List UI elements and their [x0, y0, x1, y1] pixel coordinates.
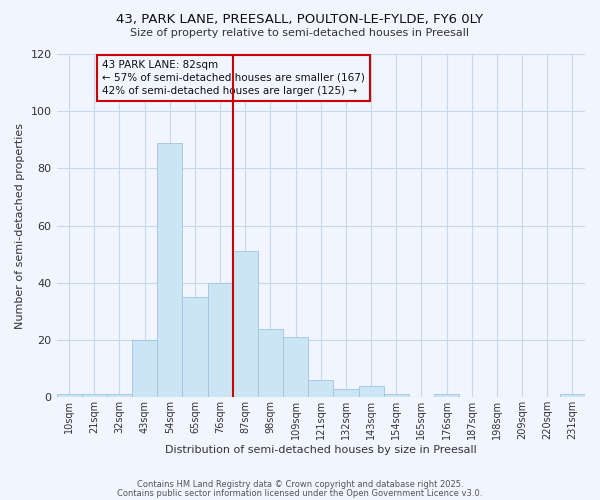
Bar — [82, 394, 107, 398]
Bar — [283, 337, 308, 398]
Bar — [157, 142, 182, 398]
Text: 43, PARK LANE, PREESALL, POULTON-LE-FYLDE, FY6 0LY: 43, PARK LANE, PREESALL, POULTON-LE-FYLD… — [116, 12, 484, 26]
Bar — [334, 388, 359, 398]
Text: Contains HM Land Registry data © Crown copyright and database right 2025.: Contains HM Land Registry data © Crown c… — [137, 480, 463, 489]
X-axis label: Distribution of semi-detached houses by size in Preesall: Distribution of semi-detached houses by … — [165, 445, 476, 455]
Bar — [132, 340, 157, 398]
Bar — [308, 380, 334, 398]
Bar — [258, 328, 283, 398]
Bar — [383, 394, 409, 398]
Bar — [434, 394, 459, 398]
Bar — [208, 283, 233, 398]
Text: Size of property relative to semi-detached houses in Preesall: Size of property relative to semi-detach… — [131, 28, 470, 38]
Bar — [233, 252, 258, 398]
Bar — [107, 394, 132, 398]
Bar — [359, 386, 383, 398]
Bar — [560, 394, 585, 398]
Bar — [182, 297, 208, 398]
Text: Contains public sector information licensed under the Open Government Licence v3: Contains public sector information licen… — [118, 488, 482, 498]
Text: 43 PARK LANE: 82sqm
← 57% of semi-detached houses are smaller (167)
42% of semi-: 43 PARK LANE: 82sqm ← 57% of semi-detach… — [102, 60, 365, 96]
Y-axis label: Number of semi-detached properties: Number of semi-detached properties — [15, 122, 25, 328]
Bar — [56, 394, 82, 398]
